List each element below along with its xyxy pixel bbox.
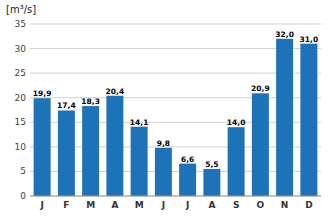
y-tick-label: 15 [15,117,26,127]
data-label: 9,8 [157,139,170,148]
data-label: 5,5 [205,160,218,169]
x-tick-label: O [257,200,265,210]
x-tick-label: M [135,200,144,210]
x-tick-label: M [86,200,95,210]
x-tick-label: J [161,200,165,210]
bar [252,93,269,196]
y-tick-label: 35 [15,19,26,29]
chart: [m³/s] 0 5 10 15 20 25 30 35 19,9 17,4 18,3 20,4 14,1… [0,0,329,216]
y-tick-label: 30 [15,44,27,54]
bar [82,106,99,196]
x-tick-label: A [208,200,215,210]
y-tick-label: 20 [15,93,27,103]
bar [34,98,51,196]
grid-line [30,196,321,197]
x-tick-label: J [185,200,189,210]
bar [203,169,220,196]
x-tick-label: F [63,200,69,210]
x-tick-label: S [233,200,239,210]
grid [30,24,321,196]
data-label: 20,4 [106,87,125,96]
grid-line [30,24,321,25]
bars [34,39,318,196]
y-tick-label: 25 [15,68,26,78]
y-tick-label: 10 [15,142,27,152]
data-label: 20,9 [251,84,270,93]
data-label: 32,0 [275,30,294,39]
data-label: 31,0 [300,35,319,44]
bar [228,127,245,196]
bar [58,110,75,196]
x-tick-label: N [281,200,289,210]
x-tick-label: A [111,200,118,210]
y-tick-label: 5 [20,166,26,176]
bar [131,127,148,196]
bar [155,148,172,196]
x-tick-label: D [305,200,312,210]
x-axis-line [30,196,321,197]
bar [300,44,317,196]
y-axis-label: [m³/s] [6,4,36,15]
data-label: 17,4 [57,101,76,110]
bar [106,96,123,196]
x-tick-label: J [39,200,43,210]
data-label: 18,3 [81,97,100,106]
data-label: 6,6 [181,155,194,164]
chart-container: [m³/s] 0 5 10 15 20 25 30 35 19,9 17,4 18,3 20,4 14,1… [0,0,329,216]
data-label: 14,1 [130,118,149,127]
data-label: 19,9 [33,89,52,98]
bar [179,164,196,196]
y-tick-label: 0 [20,191,26,201]
bar [276,39,293,196]
data-label: 14,0 [227,118,246,127]
